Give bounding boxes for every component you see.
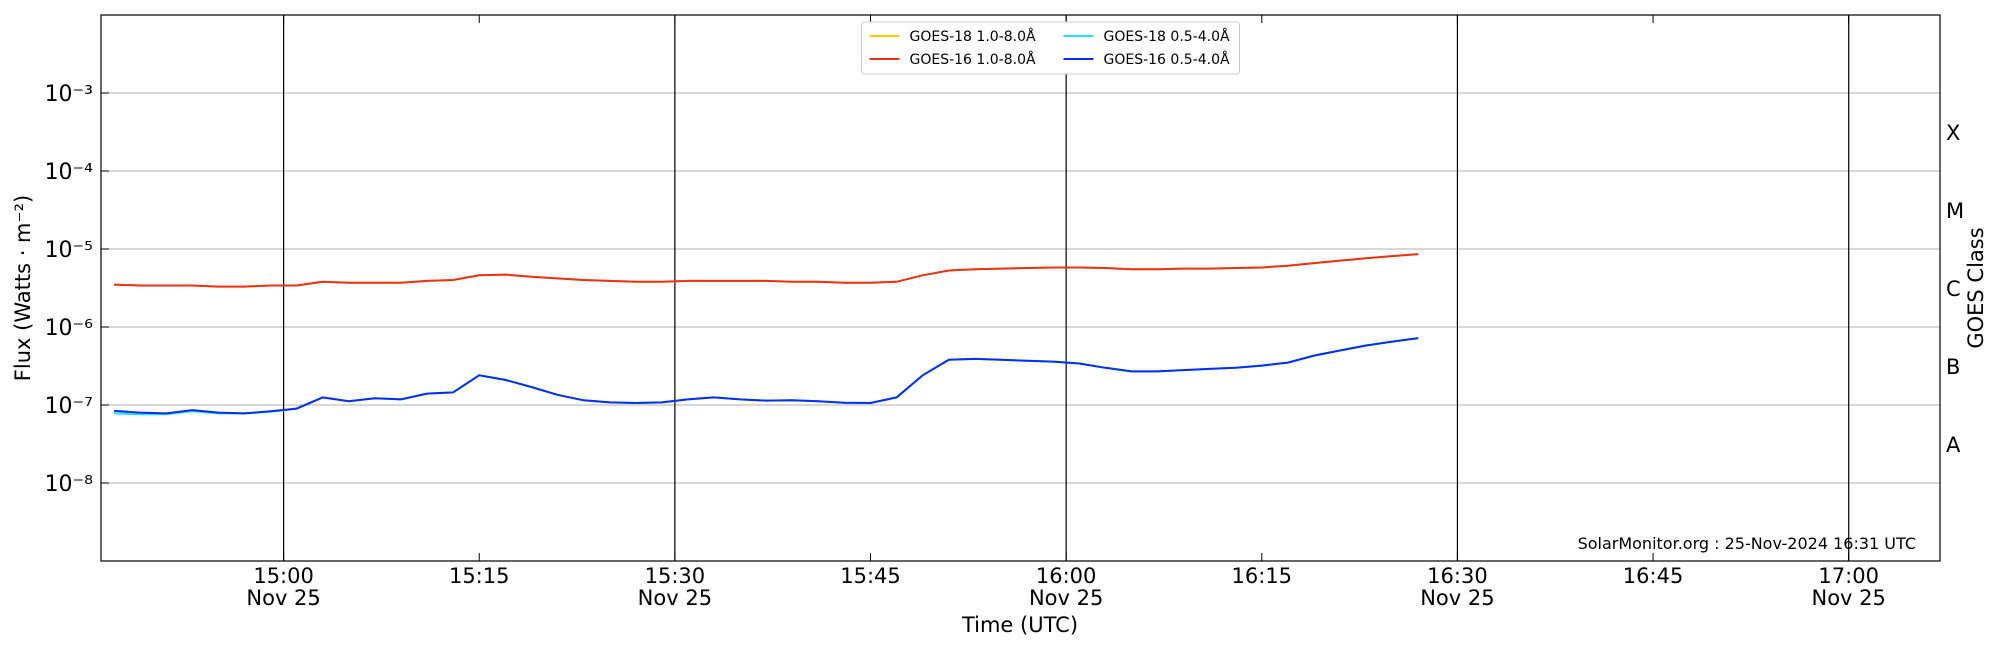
legend-label: GOES-16 1.0-8.0Å <box>910 51 1036 68</box>
x-tick-label: 15:45 <box>840 564 901 588</box>
y2-tick-label: C <box>1946 277 1961 301</box>
y-axis-label: Flux (Watts · m⁻²) <box>11 195 35 381</box>
x-tick-label: 16:45 <box>1623 564 1684 588</box>
y2-tick-label: B <box>1946 355 1960 379</box>
y-tick-label: 10⁻³ <box>45 82 93 107</box>
legend-box <box>861 21 1240 75</box>
x-tick-label: 15:30 Nov 25 <box>638 564 712 610</box>
legend-label: GOES-18 1.0-8.0Å <box>910 28 1036 45</box>
y-tick-label: 10⁻⁷ <box>45 394 93 419</box>
y2-tick-label: M <box>1946 199 1964 223</box>
plot-frame <box>100 14 1941 562</box>
x-tick-label: 15:15 <box>449 564 510 588</box>
x-tick-label: 16:00 Nov 25 <box>1029 564 1103 610</box>
y-tick-label: 10⁻⁸ <box>45 472 94 497</box>
x-tick-label: 15:00 Nov 25 <box>246 564 320 610</box>
legend-label: GOES-18 0.5-4.0Å <box>1104 28 1230 45</box>
y2-tick-label: X <box>1946 121 1960 145</box>
y-tick-label: 10⁻⁶ <box>45 316 94 341</box>
y-tick-label: 10⁻⁴ <box>45 160 94 185</box>
x-tick-label: 16:15 <box>1232 564 1293 588</box>
series-line <box>113 253 1419 288</box>
y2-tick-label: A <box>1946 433 1961 457</box>
legend-label: GOES-16 0.5-4.0Å <box>1104 51 1230 68</box>
y2-axis-label: GOES Class <box>1964 227 1988 348</box>
x-tick-label: 17:00 Nov 25 <box>1812 564 1886 610</box>
y-tick-label: 10⁻⁵ <box>45 238 93 263</box>
annotation: SolarMonitor.org : 25-Nov-2024 16:31 UTC <box>1578 534 1916 553</box>
x-axis-label: Time (UTC) <box>961 613 1078 637</box>
x-tick-label: 16:30 Nov 25 <box>1420 564 1494 610</box>
legend: GOES-18 1.0-8.0Å GOES-16 1.0-8.0Å GOES-18 … <box>861 21 1240 75</box>
series-line <box>113 337 1419 415</box>
